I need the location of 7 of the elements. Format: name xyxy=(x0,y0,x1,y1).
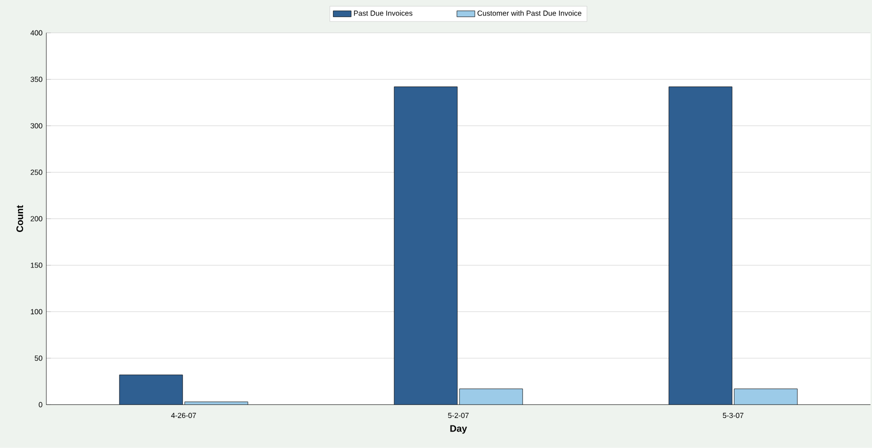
bar xyxy=(459,388,523,405)
bar xyxy=(734,388,798,405)
bar xyxy=(394,86,458,405)
bar xyxy=(668,86,732,405)
y-axis-title: Count xyxy=(16,205,24,232)
bar xyxy=(119,374,183,405)
x-axis-title: Day xyxy=(450,425,468,434)
